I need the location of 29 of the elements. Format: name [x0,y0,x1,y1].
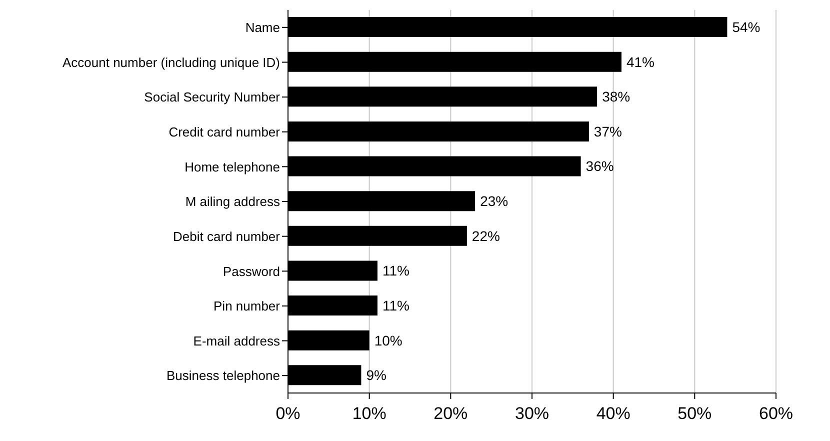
y-tick-label: Debit card number [173,228,281,244]
x-tick-label: 40% [596,404,630,424]
x-tick-label: 60% [758,404,794,424]
data-label: 9% [366,367,386,384]
data-label: 10% [374,332,402,348]
y-tick-label: E-mail address [193,333,280,348]
data-label: 37% [594,123,622,140]
x-tick-label: 0% [276,404,300,424]
data-label: 54% [732,18,760,35]
data-label: 36% [586,158,614,174]
data-label: 11% [382,298,410,314]
y-tick-label: M ailing address [185,194,280,210]
y-tick-label: Home telephone [184,159,280,174]
data-label: 22% [472,228,500,244]
y-tick-label: Name [245,20,280,36]
x-tick-label: 50% [678,404,712,424]
y-tick-label: Business telephone [166,368,280,384]
data-label: 38% [602,88,630,105]
y-tick-label: Social Security Number [144,90,281,105]
y-tick-label: Account number (including unique ID) [62,54,280,70]
data-label: 23% [480,193,508,210]
y-tick-label: Password [222,264,280,279]
y-tick-label: Pin number [214,298,281,314]
data-label: 11% [382,262,410,279]
x-tick-label: 30% [514,404,550,424]
x-tick-label: 20% [434,404,468,424]
x-tick-label: 10% [352,404,386,424]
y-tick-label: Credit card number [168,124,281,140]
data-label: 41% [626,54,654,70]
